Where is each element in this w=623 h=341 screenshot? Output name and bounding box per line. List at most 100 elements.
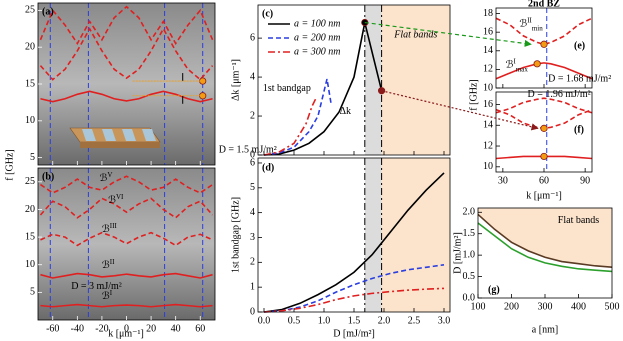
- device-stripe: [142, 129, 156, 141]
- annotation-base: ℬ: [102, 291, 110, 302]
- annotation-sub: max: [516, 65, 529, 73]
- annotation-text: 1st bandgap: [263, 83, 311, 94]
- series-line: [39, 5, 214, 46]
- series-line: [40, 272, 213, 279]
- panel-title: 2nd BZ: [528, 0, 560, 9]
- y-tick-label: 1.5: [463, 228, 476, 239]
- y-tick-label: 20: [25, 204, 35, 215]
- y-tick-label: 15: [25, 231, 35, 242]
- x-tick-label: 100: [471, 301, 486, 312]
- x-tick-label: -60: [46, 323, 59, 334]
- panel-label: (f): [574, 124, 584, 135]
- y-tick-label: 6: [250, 157, 255, 168]
- series-line: [39, 197, 214, 219]
- annotation-base: ℬ: [108, 195, 116, 206]
- panel: 0.0 0.5 1.0 1.5 2.0 100 200 300 400 500 (g) D [mJ/m…: [452, 207, 619, 336]
- annotation-text: D = 1.5 mJ/m²: [219, 145, 277, 156]
- annotation-base: ℬ: [102, 260, 110, 271]
- annotation-text: Flat bands: [558, 215, 599, 226]
- x-tick-label: 20: [146, 323, 156, 334]
- annotation-base: ℬ: [102, 224, 110, 235]
- x-tick-label: 400: [571, 301, 586, 312]
- legend-label: a = 100 nm: [294, 18, 340, 29]
- y-tick-label: 16: [483, 26, 493, 37]
- annotation-sup: II: [110, 257, 115, 265]
- device-stripe: [102, 129, 116, 141]
- series-line: [263, 78, 332, 156]
- y-tick-label: 14: [483, 120, 493, 131]
- x-tick-label: 500: [605, 301, 620, 312]
- panel-label: (g): [488, 284, 500, 295]
- device-stripe: [82, 129, 96, 141]
- panel: 0 1 2 3 4 5 6 0.0 0.5 1.0 1.5 2.0 2.5 3.0 (d) 1st bandg…: [230, 157, 451, 339]
- x-tick-label: -40: [71, 323, 84, 334]
- x-tick-label: 2.5: [408, 315, 421, 326]
- x-tick-label: 300: [538, 301, 553, 312]
- y-tick-label: 25: [25, 5, 35, 16]
- y-tick-label: 10: [25, 115, 35, 126]
- annotation: ℬV: [99, 171, 112, 185]
- y-axis-label: D [mJ/m²]: [452, 232, 463, 274]
- legend-label: a = 300 nm: [294, 46, 340, 57]
- x-tick-label: 60: [195, 323, 205, 334]
- annotation-text: D = 3 mJ/m²: [71, 281, 122, 292]
- device-side: [80, 142, 160, 148]
- annotation: ℬII: [102, 257, 115, 271]
- y-tick-label: 16: [483, 99, 493, 110]
- y-tick-label: 5: [30, 287, 35, 298]
- panel: 10 12 14 16 30 60 90 (f) k [μm⁻¹] D = 1.96 mJ/m²: [483, 89, 593, 201]
- y-tick-label: 10: [483, 82, 493, 93]
- y-tick-label: 5: [30, 152, 35, 163]
- y-tick-label: 12: [483, 140, 493, 151]
- y-tick-label: 0.5: [463, 271, 476, 282]
- y-tick-label: 20: [25, 41, 35, 52]
- shaded-region: [364, 158, 382, 312]
- x-tick-label: 40: [171, 323, 181, 334]
- annotation-base: ℬ: [506, 60, 514, 71]
- annotation-text: D = 1.68 mJ/m²: [548, 74, 611, 85]
- y-tick-label: 0: [250, 306, 255, 317]
- series-line: [263, 172, 445, 313]
- marker: [540, 40, 548, 48]
- x-tick-label: 1.0: [318, 315, 331, 326]
- y-tick-label: 1: [250, 281, 255, 292]
- shaded-region: [381, 5, 450, 155]
- y-tick-label: 1.0: [463, 249, 476, 260]
- series-line: [477, 222, 613, 273]
- series-line: [477, 213, 613, 268]
- x-tick-label: 0: [124, 323, 129, 334]
- marker: [377, 87, 386, 95]
- x-tick-label: 2.0: [378, 315, 391, 326]
- y-axis-label: 1st bandgap [GHz]: [230, 197, 241, 273]
- annotation-sup: VI: [116, 193, 124, 201]
- annotation-base: ℬ: [99, 173, 107, 184]
- y-tick-label: 0.0: [463, 292, 476, 303]
- y-tick-label: 5: [250, 182, 255, 193]
- y-tick-label: 4: [250, 71, 255, 82]
- x-tick-label: 1.5: [348, 315, 361, 326]
- x-axis-label: k [μm⁻¹]: [108, 328, 144, 339]
- y-tick-label: 0: [250, 149, 255, 160]
- annotation: ℬIImin: [519, 16, 543, 32]
- x-axis-label: a [nm]: [532, 324, 558, 335]
- series-line: [39, 27, 214, 81]
- series-line: [40, 175, 213, 194]
- y-tick-label: 25: [25, 176, 35, 187]
- y-tick-label: 4: [250, 207, 255, 218]
- y-tick-label: 2: [250, 257, 255, 268]
- y-tick-label: 10: [483, 161, 493, 172]
- series-line: [263, 96, 318, 156]
- heatmap: [38, 168, 215, 320]
- annotation: Flat bands: [558, 215, 599, 226]
- x-tick-label: 200: [504, 301, 519, 312]
- marker: [540, 152, 548, 161]
- series-line: [495, 97, 593, 114]
- y-axis-label: f [GHz]: [4, 149, 15, 180]
- y-axis-label: Δk [μm⁻¹]: [230, 59, 241, 101]
- x-tick-label: -20: [95, 323, 108, 334]
- series-line: [40, 303, 213, 308]
- region-label: Flat bands: [393, 29, 437, 40]
- device-inset: [69, 73, 203, 148]
